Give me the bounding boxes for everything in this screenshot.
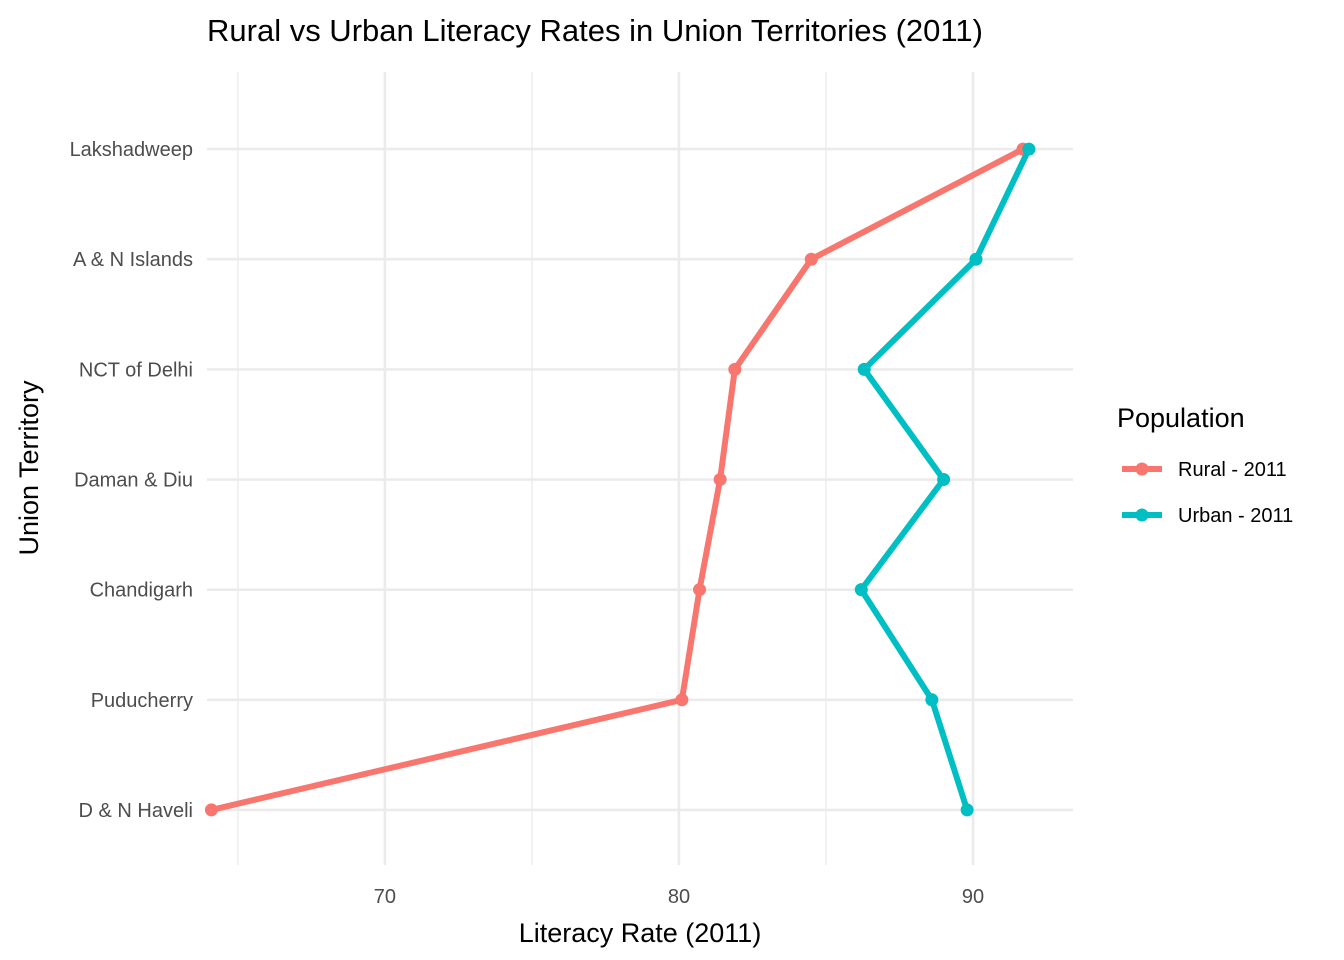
legend-title: Population [1117, 403, 1245, 433]
data-point-urban-2011 [854, 583, 868, 597]
data-point-urban-2011 [969, 252, 983, 266]
y-tick-label: Daman & Diu [74, 470, 193, 492]
y-tick-label: Puducherry [91, 690, 193, 712]
data-point-urban-2011 [925, 693, 939, 707]
data-point-urban-2011 [937, 473, 951, 487]
chart-title: Rural vs Urban Literacy Rates in Union T… [207, 13, 983, 48]
legend-key-point-urban-2011 [1135, 508, 1149, 522]
x-axis-title: Literacy Rate (2011) [519, 918, 762, 948]
legend-label-rural-2011: Rural - 2011 [1178, 459, 1287, 481]
y-axis-title: Union Territory [14, 380, 44, 556]
y-tick-label: D & N Haveli [79, 800, 193, 822]
data-point-rural-2011 [693, 583, 707, 597]
series-layer [204, 142, 1036, 817]
y-tick-label: A & N Islands [73, 249, 193, 271]
data-point-rural-2011 [675, 693, 689, 707]
y-tick-label: Chandigarh [90, 580, 193, 602]
data-point-rural-2011 [204, 803, 218, 817]
legend-label-urban-2011: Urban - 2011 [1178, 505, 1293, 527]
x-axis-ticks: 70 80 90 [374, 886, 984, 908]
legend: Population Rural - 2011 Urban - 2011 [1117, 403, 1293, 527]
y-axis-ticks: D & N Haveli Puducherry Chandigarh Daman & … [70, 139, 193, 822]
y-tick-label: Lakshadweep [70, 139, 193, 161]
x-tick-label: 80 [668, 886, 690, 908]
data-point-urban-2011 [857, 362, 871, 376]
legend-key-point-rural-2011 [1135, 462, 1149, 476]
data-point-rural-2011 [728, 362, 742, 376]
series-urban-2011 [854, 142, 1036, 817]
data-point-urban-2011 [960, 803, 974, 817]
data-point-rural-2011 [804, 252, 818, 266]
series-rural-2011 [204, 142, 1030, 817]
data-point-urban-2011 [1022, 142, 1036, 156]
data-point-rural-2011 [713, 473, 727, 487]
x-tick-label: 70 [374, 886, 396, 908]
grid [207, 72, 1073, 865]
x-tick-label: 90 [962, 886, 984, 908]
y-tick-label: NCT of Delhi [79, 359, 193, 381]
